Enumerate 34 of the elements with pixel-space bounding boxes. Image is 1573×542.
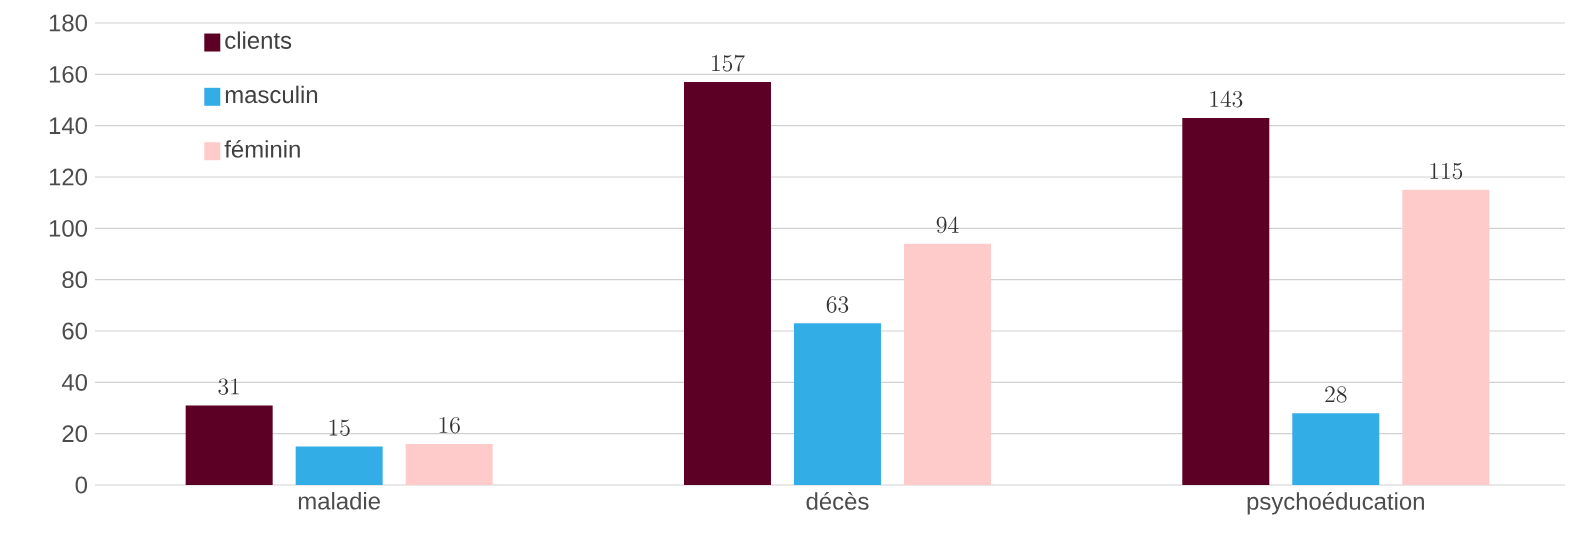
- y-tick-label: 180: [49, 14, 88, 32]
- y-tick-label: 80: [62, 271, 88, 289]
- legend-label: masculin: [225, 85, 318, 104]
- data-label: 94: [936, 216, 959, 234]
- data-label: 63: [826, 296, 849, 313]
- data-label: 157: [712, 54, 745, 72]
- bar: [683, 82, 771, 485]
- data-label: 15: [329, 419, 350, 436]
- y-tick-label: 160: [49, 65, 88, 83]
- y-tick-label: 120: [49, 168, 88, 186]
- data-label: 143: [1210, 90, 1243, 108]
- y-tick-label: 20: [62, 425, 88, 443]
- x-tick-label: décès: [806, 492, 869, 510]
- x-tick-label: maladie: [298, 492, 380, 510]
- data-label: 16: [439, 416, 460, 434]
- bar: [185, 405, 273, 485]
- y-tick-label: 0: [75, 476, 88, 494]
- y-tick-label: 100: [49, 219, 88, 237]
- bar: [295, 446, 383, 485]
- legend-label: clients: [225, 31, 292, 49]
- data-label: 31: [218, 378, 239, 395]
- bar: [1402, 189, 1490, 485]
- legend-label: féminin: [224, 139, 300, 158]
- data-label: 115: [1430, 162, 1463, 180]
- bar: [405, 443, 493, 485]
- x-tick-label: psychoéducation: [1247, 492, 1424, 515]
- bar: [1292, 413, 1380, 485]
- y-tick-label: 60: [62, 322, 88, 340]
- y-tick-label: 140: [49, 117, 88, 135]
- y-tick-label: 40: [61, 373, 88, 391]
- bar: [793, 323, 881, 485]
- bar: [903, 243, 991, 485]
- data-label: 28: [1325, 386, 1347, 403]
- bar: [1182, 117, 1270, 485]
